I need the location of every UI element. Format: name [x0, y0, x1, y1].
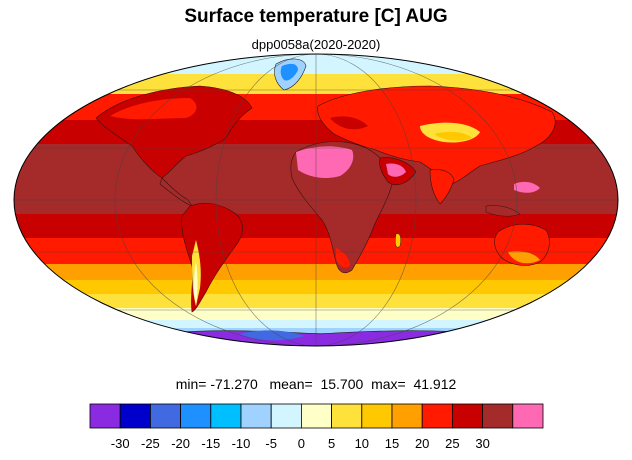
colorbar-tick-label: -25 [141, 436, 160, 451]
colorbar-tick-label: 20 [415, 436, 429, 451]
colorbar-tick-label: -15 [201, 436, 220, 451]
statistics-line: min= -71.270 mean= 15.700 max= 41.912 [0, 376, 632, 392]
colorbar-swatch [300, 403, 332, 429]
colorbar-swatch [240, 403, 272, 429]
colorbar-tick-label: -5 [265, 436, 277, 451]
colorbar-tick-label: 15 [385, 436, 399, 451]
colorbar-swatch [270, 403, 302, 429]
colorbar-swatch [421, 403, 453, 429]
world-temperature-map [13, 53, 619, 347]
map-title: Surface temperature [C] AUG [184, 6, 448, 27]
mean-label: mean= [269, 376, 313, 392]
max-label: max= [371, 376, 406, 392]
colorbar-tick-label: -20 [171, 436, 190, 451]
colorbar-tick-label: 10 [355, 436, 369, 451]
colorbar-swatch [512, 403, 544, 429]
colorbar-swatch [149, 403, 181, 429]
colorbar-swatch [180, 403, 212, 429]
colorbar-swatch [331, 403, 363, 429]
colorbar-swatch [482, 403, 514, 429]
australia [494, 223, 550, 266]
colorbar-tick-label: 30 [475, 436, 489, 451]
colorbar-tick-label: 5 [328, 436, 335, 451]
colorbar-swatch [451, 403, 483, 429]
max-value: 41.912 [413, 376, 457, 392]
colorbar-swatch [210, 403, 242, 429]
colorbar-tick-label: 25 [445, 436, 459, 451]
colorbar-swatch [119, 403, 151, 429]
map-outline [13, 53, 619, 347]
map-subtitle: dpp0058a(2020-2020) [251, 37, 381, 52]
colorbar-tick-label: 0 [298, 436, 305, 451]
mean-value: 15.700 [320, 376, 364, 392]
colorbar-tick-label: -30 [111, 436, 130, 451]
colorbar-tick-label: -10 [232, 436, 251, 451]
min-label: min= [175, 376, 207, 392]
colorbar-swatch [361, 403, 393, 429]
min-value: -71.270 [210, 376, 258, 392]
colorbar-swatch [391, 403, 423, 429]
colorbar-swatch [89, 403, 121, 429]
